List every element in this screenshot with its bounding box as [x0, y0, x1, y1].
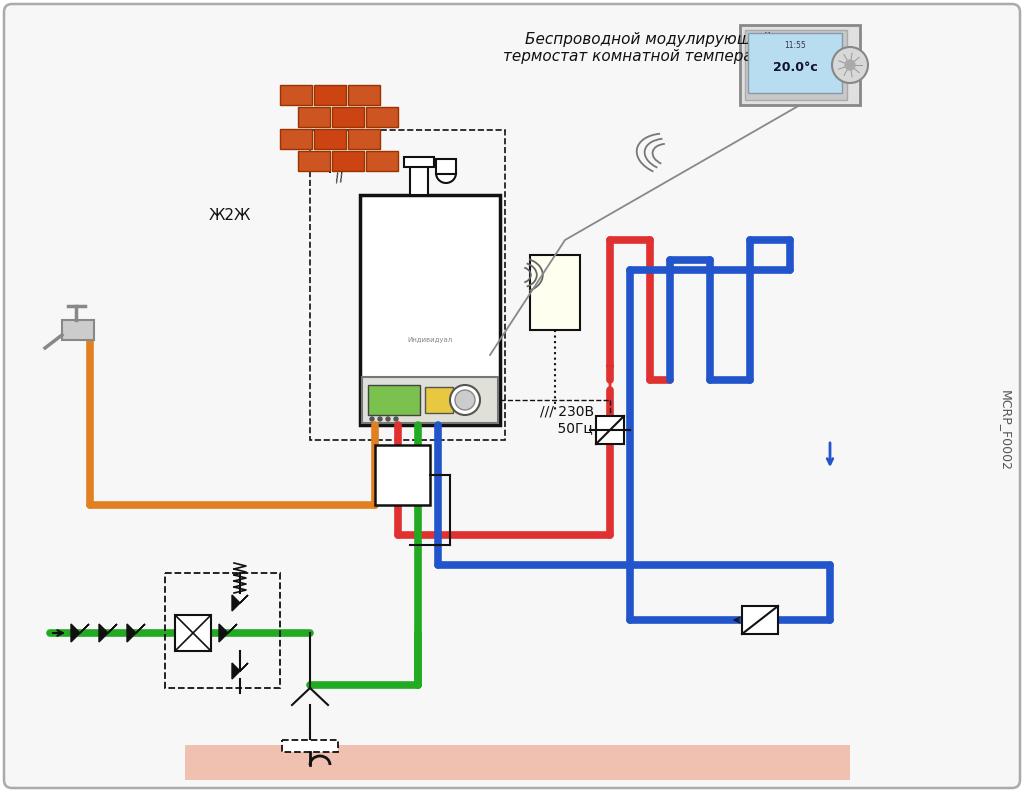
Bar	[310, 130, 505, 440]
Circle shape	[845, 60, 855, 70]
Bar	[362, 377, 498, 423]
Polygon shape	[232, 595, 248, 611]
Text: //: //	[334, 169, 345, 184]
Text: 11:55: 11:55	[784, 40, 806, 50]
Circle shape	[394, 417, 398, 421]
Bar	[360, 195, 500, 425]
Polygon shape	[219, 624, 237, 642]
Bar	[332, 151, 364, 171]
Polygon shape	[71, 624, 89, 642]
Circle shape	[386, 417, 390, 421]
Bar	[366, 151, 398, 171]
Bar	[745, 30, 847, 100]
Circle shape	[378, 417, 382, 421]
Bar	[62, 320, 94, 340]
Text: MCRP_F0002: MCRP_F0002	[998, 390, 1012, 470]
Bar	[742, 606, 778, 634]
Bar	[368, 385, 420, 415]
Bar	[298, 151, 330, 171]
Text: /// 230В
    50Гц: /// 230В 50Гц	[540, 405, 594, 435]
Polygon shape	[127, 624, 145, 642]
Text: Индивидуал: Индивидуал	[408, 337, 453, 343]
Bar	[748, 33, 842, 93]
Bar	[298, 107, 330, 127]
Bar	[436, 159, 456, 174]
Circle shape	[436, 163, 456, 183]
Bar	[530, 255, 580, 330]
Bar	[314, 129, 346, 149]
Bar	[410, 163, 428, 195]
Bar	[740, 25, 860, 105]
Bar	[280, 129, 312, 149]
Bar	[332, 107, 364, 127]
Circle shape	[831, 47, 868, 83]
Bar	[175, 615, 211, 651]
Bar	[185, 745, 850, 780]
Text: Ж2Ж: Ж2Ж	[209, 208, 251, 223]
Bar	[404, 157, 434, 167]
Bar	[425, 387, 453, 413]
Text: Беспроводной модулирующий
термостат комнатной температуры: Беспроводной модулирующий термостат комн…	[504, 32, 793, 64]
Bar	[596, 416, 624, 444]
Bar	[165, 573, 280, 688]
Bar	[366, 107, 398, 127]
Circle shape	[450, 385, 480, 415]
Polygon shape	[99, 624, 117, 642]
Bar	[348, 85, 380, 105]
Bar	[348, 129, 380, 149]
Circle shape	[455, 390, 475, 410]
Bar	[280, 85, 312, 105]
Polygon shape	[232, 663, 248, 679]
Bar	[314, 85, 346, 105]
Text: 20.0°с: 20.0°с	[773, 60, 817, 74]
Bar	[282, 740, 338, 752]
Circle shape	[370, 417, 374, 421]
Bar	[375, 445, 430, 505]
FancyBboxPatch shape	[4, 4, 1020, 788]
